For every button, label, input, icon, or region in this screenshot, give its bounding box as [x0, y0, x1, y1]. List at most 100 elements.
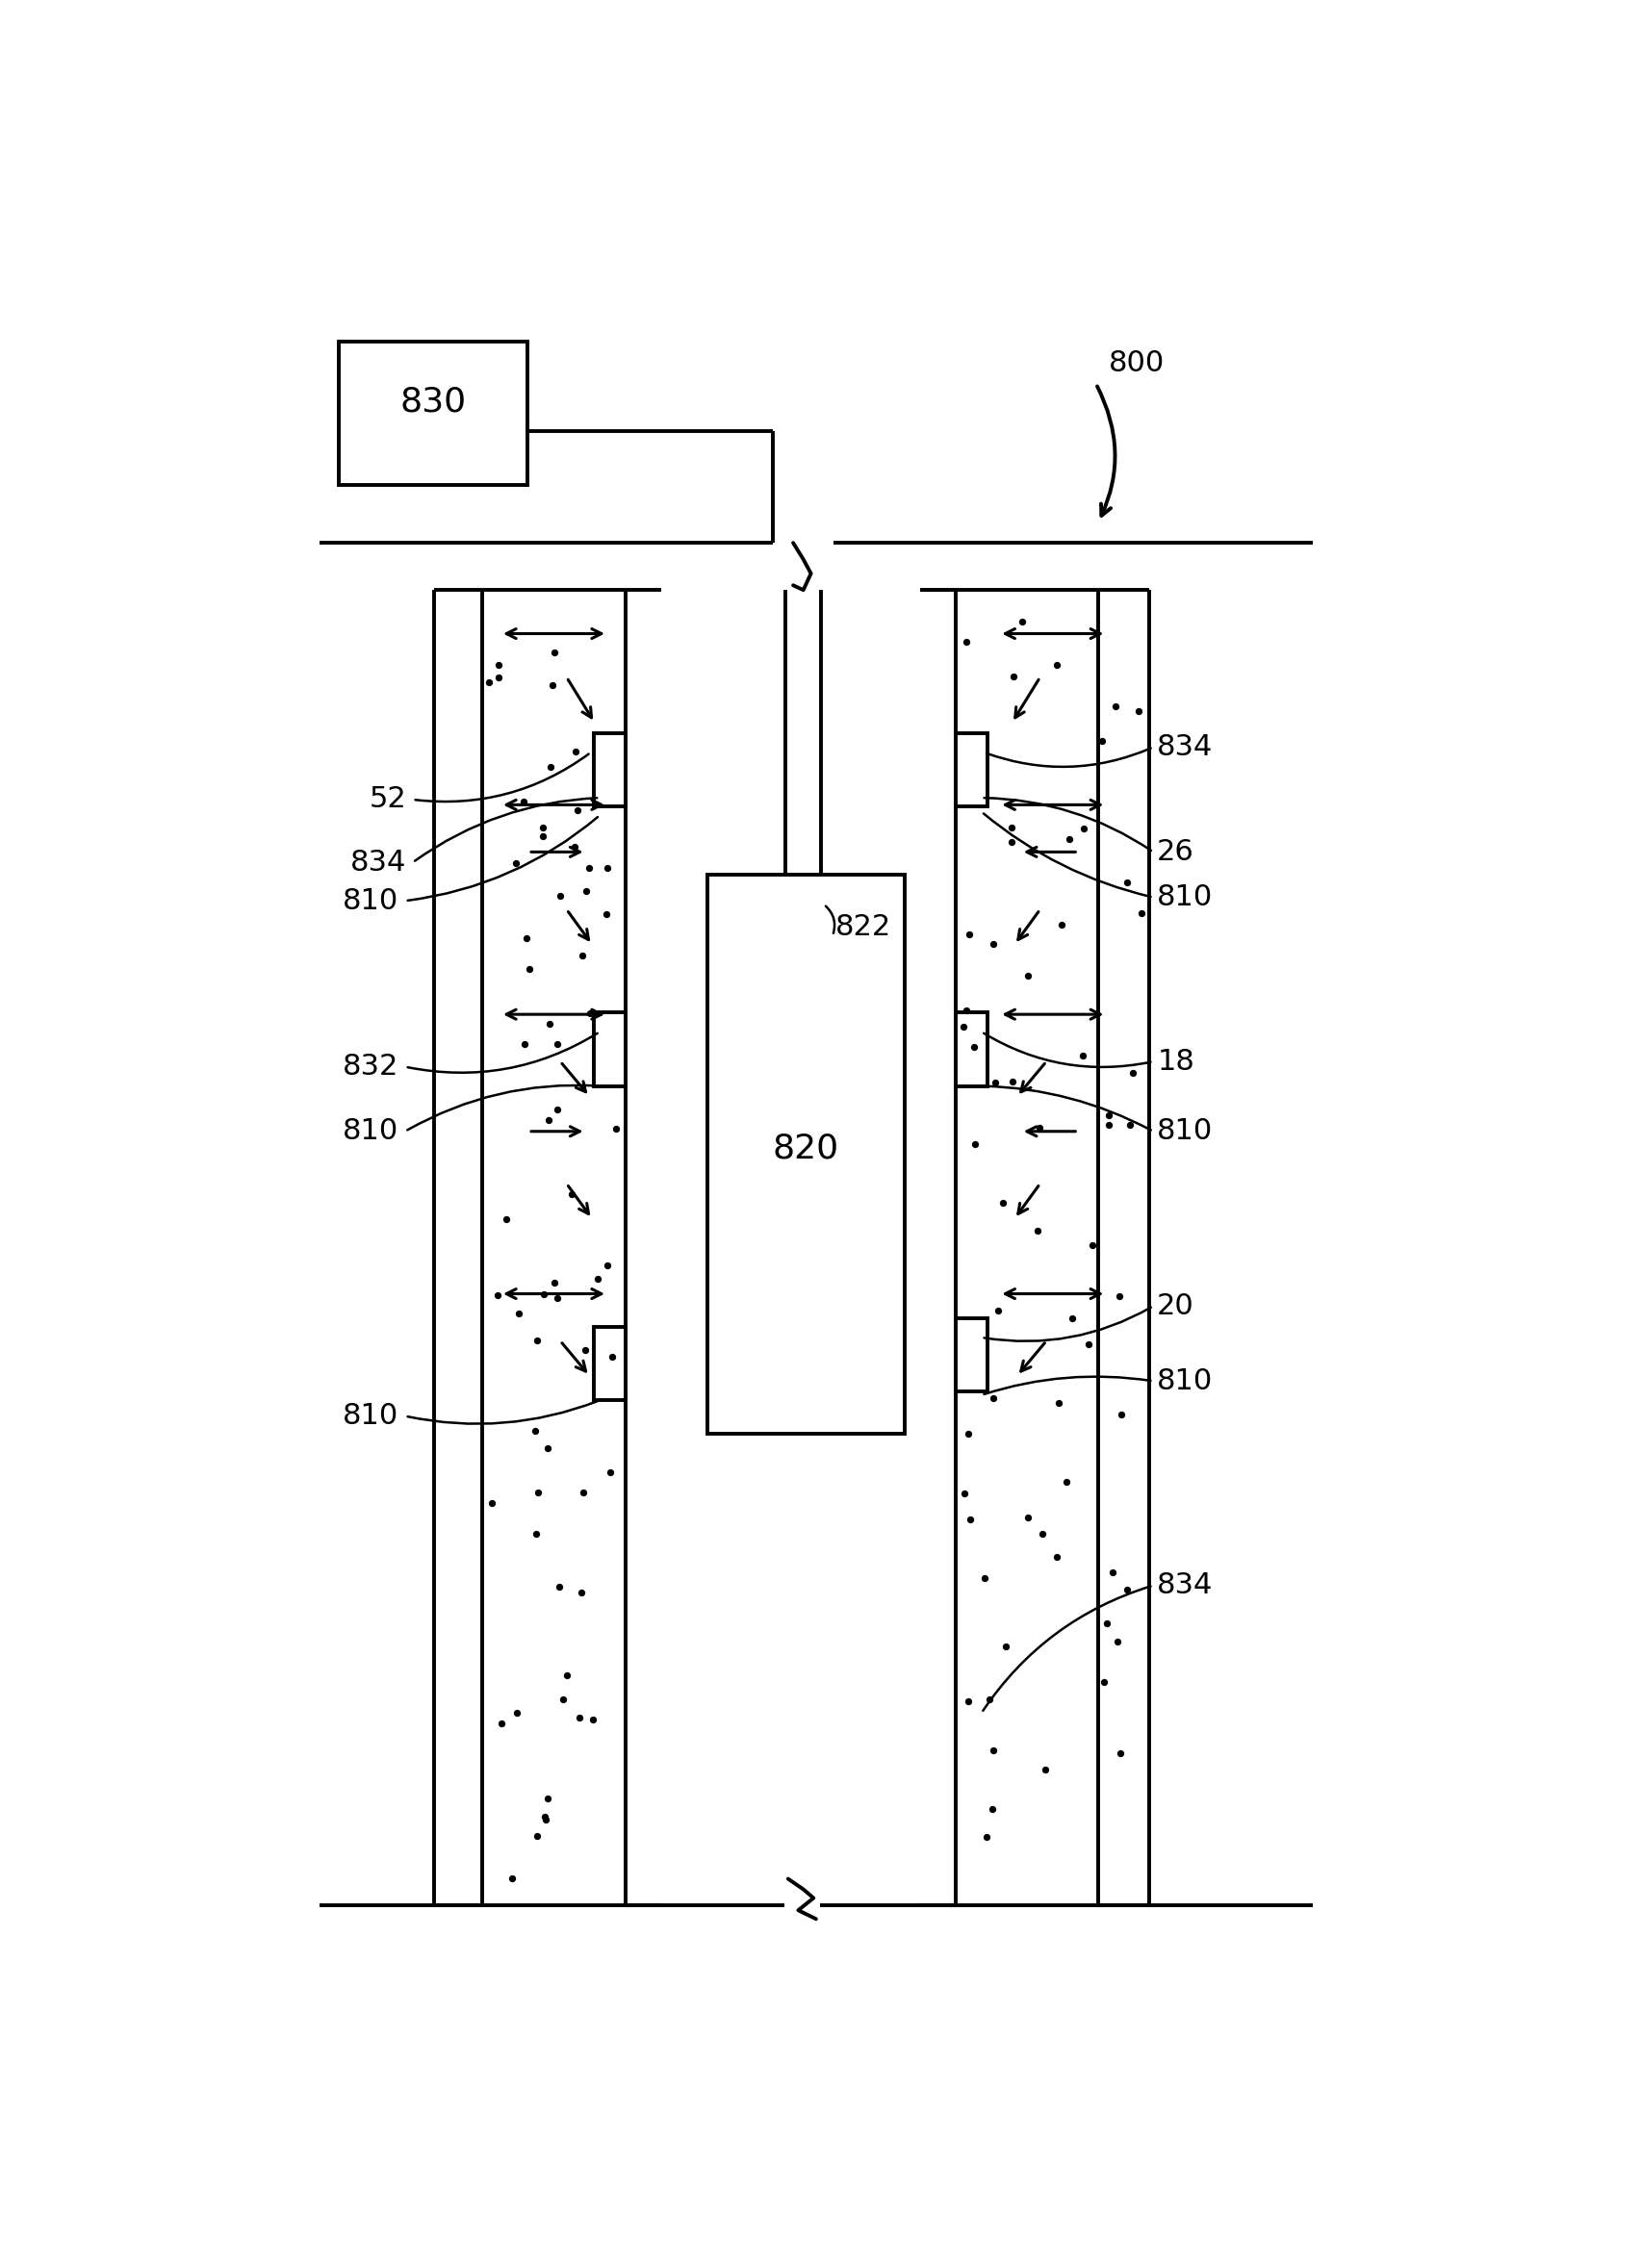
Point: [565, 792, 591, 828]
Point: [499, 1860, 525, 1896]
Text: 18: 18: [1157, 1048, 1193, 1075]
Point: [953, 993, 980, 1030]
FancyArrowPatch shape: [1096, 386, 1114, 515]
Point: [1078, 1227, 1104, 1263]
Point: [978, 1789, 1004, 1826]
Point: [981, 1064, 1008, 1100]
Point: [505, 1295, 532, 1331]
Point: [512, 1025, 538, 1061]
Text: 830: 830: [399, 386, 466, 417]
Point: [1099, 1554, 1126, 1590]
Point: [569, 937, 596, 973]
Point: [1009, 603, 1035, 640]
Point: [563, 733, 589, 769]
Bar: [955, 1318, 988, 1393]
Point: [576, 996, 602, 1032]
Point: [602, 1111, 629, 1148]
Point: [1075, 1327, 1101, 1363]
Point: [535, 1429, 561, 1465]
Point: [530, 810, 556, 846]
Point: [962, 1125, 988, 1161]
Point: [957, 1501, 983, 1538]
Point: [985, 1293, 1011, 1329]
Point: [523, 1515, 550, 1551]
Point: [953, 1683, 980, 1719]
Point: [1058, 1300, 1085, 1336]
Point: [540, 635, 566, 671]
Point: [999, 658, 1026, 694]
Point: [535, 1780, 561, 1817]
Point: [1113, 864, 1139, 900]
Point: [1116, 1107, 1142, 1143]
Point: [543, 1091, 569, 1127]
Text: 834: 834: [1157, 1572, 1213, 1599]
Bar: [955, 733, 988, 807]
Point: [576, 850, 602, 887]
Point: [492, 1200, 519, 1236]
Point: [998, 823, 1024, 860]
Text: 800: 800: [1108, 349, 1163, 376]
Text: 810: 810: [343, 1402, 399, 1431]
Point: [1104, 1277, 1131, 1313]
Point: [561, 828, 587, 864]
Point: [484, 1277, 510, 1313]
Text: 20: 20: [1157, 1293, 1193, 1320]
Point: [993, 1628, 1019, 1665]
Point: [980, 1733, 1006, 1769]
Point: [1068, 1036, 1095, 1073]
Point: [566, 1699, 592, 1735]
Point: [1095, 1107, 1121, 1143]
Point: [528, 819, 555, 855]
Point: [523, 1322, 550, 1359]
Point: [540, 667, 566, 703]
Text: 822: 822: [835, 914, 891, 941]
Point: [990, 1184, 1016, 1220]
Text: 810: 810: [1157, 885, 1213, 912]
Point: [976, 1681, 1003, 1717]
Point: [502, 844, 528, 880]
Point: [510, 782, 537, 819]
Point: [537, 1005, 563, 1041]
Point: [599, 1338, 625, 1374]
Point: [543, 1025, 569, 1061]
Point: [998, 810, 1024, 846]
Point: [1052, 1463, 1078, 1499]
Bar: [707, 875, 904, 1433]
Point: [535, 1102, 561, 1139]
Point: [532, 1799, 558, 1835]
Point: [579, 1701, 606, 1737]
Point: [558, 1177, 584, 1213]
Point: [546, 878, 573, 914]
Point: [476, 665, 502, 701]
Point: [1119, 1055, 1145, 1091]
Point: [1032, 1751, 1058, 1787]
Point: [1106, 1735, 1132, 1771]
Point: [571, 1331, 597, 1368]
Point: [970, 1560, 996, 1597]
Bar: [592, 733, 625, 807]
Point: [514, 921, 540, 957]
Point: [523, 1817, 550, 1853]
Point: [1014, 1499, 1040, 1535]
Point: [1055, 821, 1081, 857]
Point: [950, 1476, 976, 1513]
Point: [550, 1681, 576, 1717]
Text: 820: 820: [773, 1132, 839, 1166]
Point: [543, 1279, 569, 1315]
Point: [517, 950, 543, 987]
Point: [594, 1247, 620, 1284]
Point: [538, 748, 565, 785]
Point: [532, 1801, 558, 1837]
Point: [950, 1009, 976, 1046]
Point: [1090, 1665, 1116, 1701]
Point: [479, 1486, 505, 1522]
Point: [522, 1413, 548, 1449]
Point: [487, 1706, 514, 1742]
Bar: [592, 1012, 625, 1086]
Point: [1044, 646, 1070, 683]
Point: [573, 873, 599, 909]
Point: [955, 1415, 981, 1452]
Point: [1026, 1109, 1052, 1145]
Point: [1095, 1098, 1121, 1134]
Text: 810: 810: [343, 1118, 399, 1145]
